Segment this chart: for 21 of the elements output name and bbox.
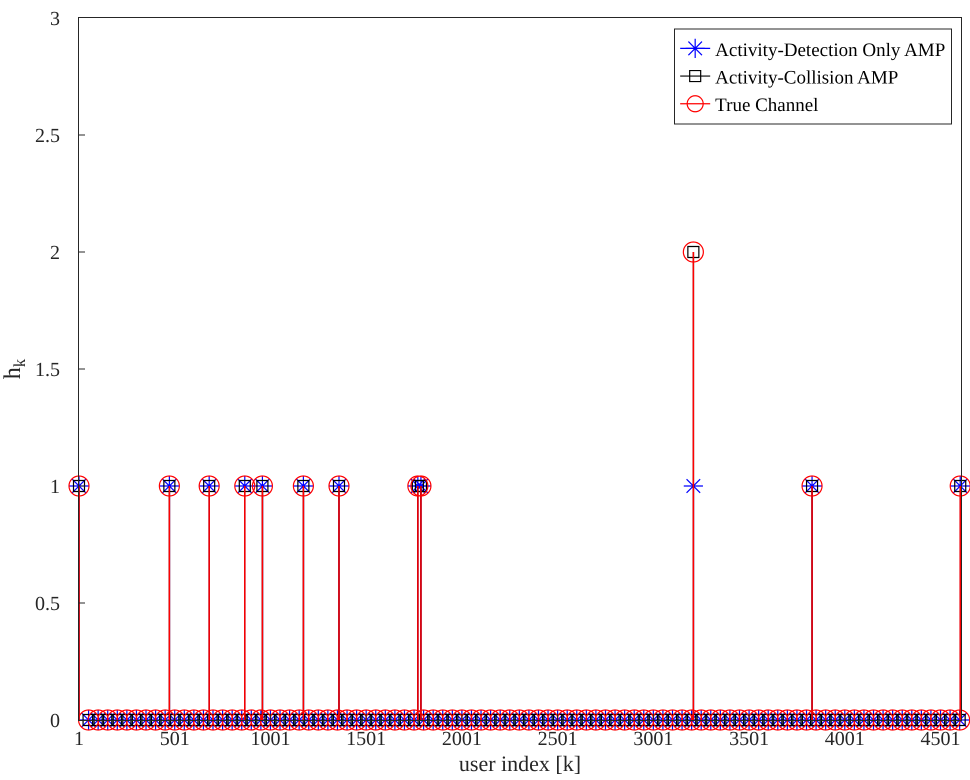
x-tick-label: 2501 [538,728,578,750]
x-tick-label: 4001 [824,728,865,750]
x-tick-label: 501 [160,728,190,750]
x-tick-label: 2001 [442,728,482,750]
y-tick-label: 0.5 [35,593,60,615]
y-tick-label: 3 [50,8,60,30]
x-axis-title: user index [k] [458,750,582,776]
x-tick-label: 1501 [346,728,386,750]
legend-label: Activity-Collision AMP [715,67,898,88]
x-tick-label: 1001 [250,728,290,750]
y-tick-label: 2.5 [35,125,60,147]
x-tick-label: 3501 [729,728,770,750]
x-tick-label: 4501 [920,728,961,750]
y-tick-label: 1 [50,476,60,498]
legend-label: Activity-Detection Only AMP [715,40,946,61]
legend-label: True Channel [715,95,818,116]
y-tick-label: 0 [50,710,60,732]
y-tick-label: 1.5 [35,359,60,381]
y-tick-label: 2 [50,242,60,264]
x-tick-label: 3001 [633,728,674,750]
x-tick-label: 1 [74,728,84,750]
